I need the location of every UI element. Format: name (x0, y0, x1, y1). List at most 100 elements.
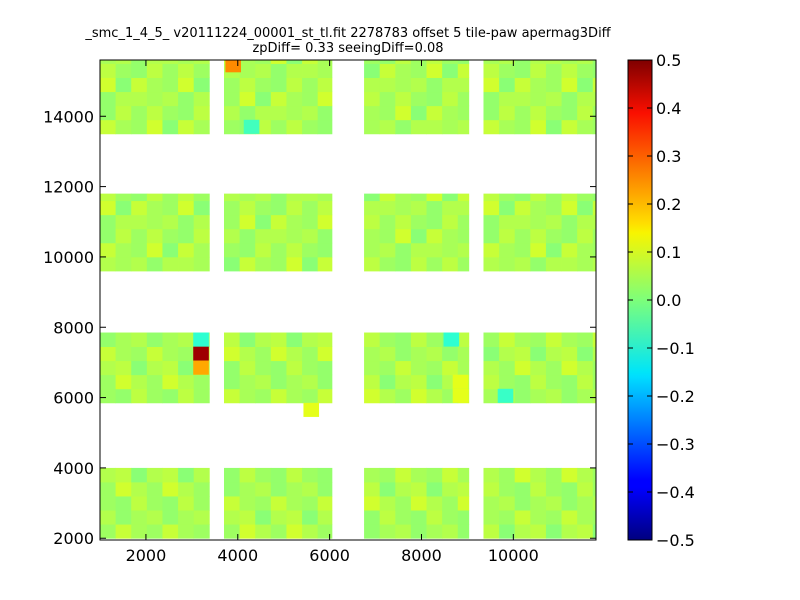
heatmap-cell (530, 214, 547, 230)
heatmap-cell (457, 228, 470, 244)
heatmap-cell (426, 346, 443, 362)
heatmap-cell (131, 510, 148, 525)
heatmap-cell (577, 524, 594, 539)
y-tick-label: 2000 (53, 529, 94, 548)
heatmap-cell (224, 228, 241, 244)
heatmap-cell (100, 242, 117, 258)
heatmap-cell (364, 524, 381, 539)
heatmap-cell (577, 256, 594, 272)
heatmap-cell (483, 256, 500, 272)
heatmap-cell (317, 214, 333, 230)
heatmap-cell (146, 193, 163, 202)
heatmap-cell (270, 524, 287, 539)
heatmap-cell (483, 193, 500, 202)
heatmap-cell (442, 200, 459, 216)
heatmap-cell (162, 91, 179, 107)
heatmap-cell (545, 346, 562, 362)
heatmap-cell (530, 256, 547, 272)
heatmap-cell (302, 388, 319, 404)
heatmap-cell (457, 105, 470, 121)
heatmap-cell (255, 105, 272, 121)
heatmap-cell (545, 77, 562, 93)
heatmap-cell (270, 91, 287, 107)
heatmap-cell (302, 496, 319, 511)
heatmap-cell (115, 524, 132, 539)
heatmap-cell (224, 200, 241, 216)
heatmap-cell (100, 91, 117, 107)
heatmap-cell (302, 77, 319, 93)
heatmap-cell (100, 510, 117, 525)
heatmap-cell (457, 496, 470, 511)
colorbar-tick-label: 0.3 (656, 147, 681, 166)
heatmap-cell (162, 119, 179, 135)
heatmap-cell (193, 77, 210, 93)
heatmap-cell (131, 105, 148, 121)
heatmap-cell (561, 481, 578, 497)
heatmap-cell (364, 77, 381, 93)
heatmap-cell (286, 242, 303, 258)
heatmap-cell (100, 360, 117, 376)
heatmap-cell (379, 77, 396, 93)
heatmap-cell-highlight (225, 60, 241, 73)
heatmap-cell (224, 332, 241, 347)
heatmap-cell (530, 481, 547, 497)
heatmap-cell (561, 467, 578, 483)
heatmap-cell (530, 374, 547, 390)
heatmap-cell (483, 242, 500, 258)
heatmap-cell (239, 200, 256, 216)
heatmap-cell (395, 77, 412, 93)
heatmap-cell (162, 346, 179, 362)
heatmap-cell (302, 242, 319, 258)
heatmap-cell (592, 496, 596, 511)
heatmap-cell (100, 332, 117, 347)
heatmap-cell (499, 63, 516, 78)
heatmap-cell (286, 256, 303, 272)
plot-background (100, 60, 596, 540)
heatmap-cell (224, 374, 241, 390)
heatmap-cell (426, 91, 443, 107)
heatmap-cell (239, 332, 256, 347)
heatmap-cell (115, 228, 132, 244)
heatmap-cell (302, 374, 319, 390)
heatmap-cell (499, 360, 516, 376)
heatmap-cell (483, 91, 500, 107)
heatmap-cell (178, 496, 195, 511)
heatmap-cell (410, 467, 427, 483)
heatmap-cell (514, 346, 531, 362)
heatmap-cell (115, 346, 132, 362)
heatmap-cell (561, 63, 578, 78)
heatmap-cell (442, 63, 459, 78)
heatmap-cell (100, 63, 117, 78)
heatmap-cell (162, 105, 179, 121)
colorbar-tick-label: −0.1 (656, 339, 695, 358)
heatmap-cell (395, 193, 412, 202)
heatmap-cell (364, 119, 381, 135)
heatmap-cell (146, 77, 163, 93)
heatmap-cell (162, 388, 179, 404)
heatmap-cell (426, 193, 443, 202)
heatmap-cell (499, 467, 516, 483)
heatmap-cell (131, 193, 148, 202)
heatmap-cell (426, 77, 443, 93)
heatmap-cell (286, 63, 303, 78)
heatmap-cell (286, 374, 303, 390)
heatmap-cell (162, 360, 179, 376)
heatmap-cell (410, 77, 427, 93)
heatmap-cell (270, 105, 287, 121)
heatmap-cell (224, 105, 241, 121)
heatmap-cell (224, 481, 241, 497)
heatmap-cell (530, 91, 547, 107)
heatmap-cell (131, 63, 148, 78)
heatmap-cell (545, 332, 562, 347)
heatmap-cell-highlight (452, 374, 469, 389)
heatmap-cell (193, 119, 210, 135)
heatmap-cell (162, 193, 179, 202)
heatmap-cell (100, 374, 117, 390)
heatmap-cell (426, 510, 443, 525)
heatmap-cell (483, 360, 500, 376)
heatmap-cell (178, 360, 195, 376)
heatmap-cell (178, 510, 195, 525)
heatmap-cell (442, 467, 459, 483)
heatmap-cell (146, 481, 163, 497)
heatmap-cell (239, 228, 256, 244)
